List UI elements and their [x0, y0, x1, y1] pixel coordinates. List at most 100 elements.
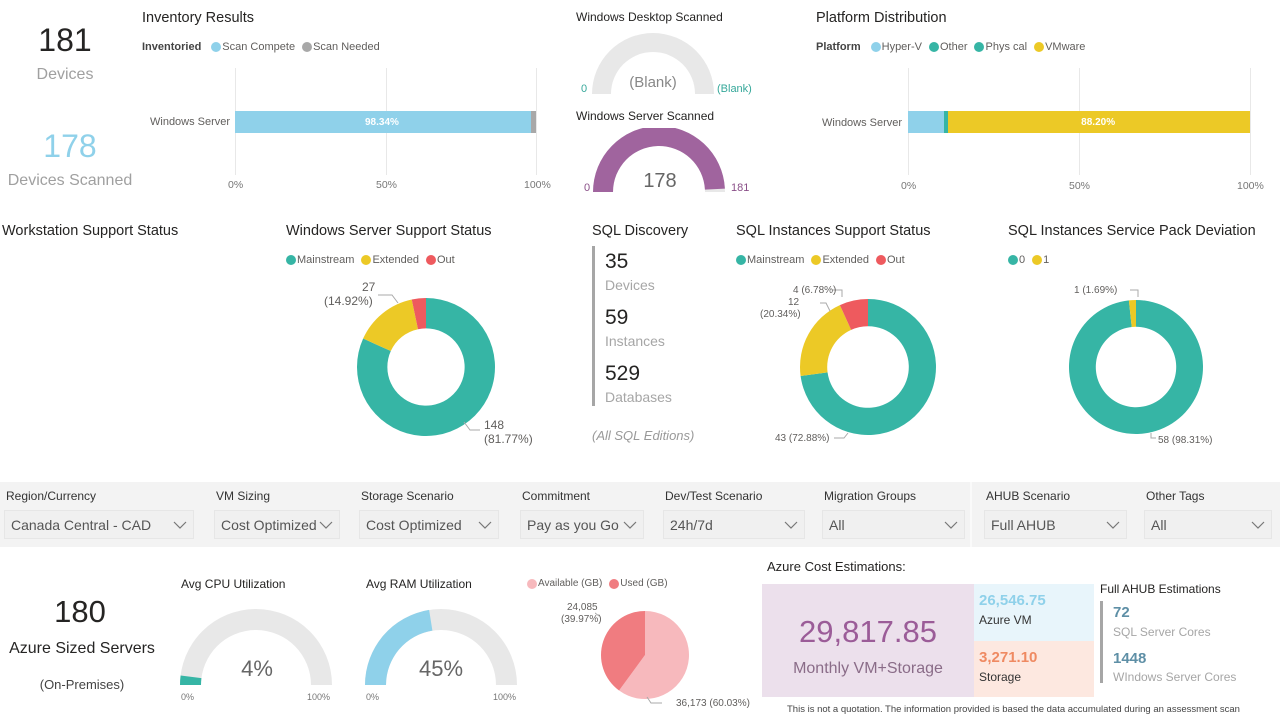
server-gauge-value: 178 — [643, 170, 677, 192]
slice-out[interactable] — [411, 298, 426, 330]
slice-available-gb-[interactable] — [619, 611, 689, 699]
bar-segment-phys-cal[interactable] — [946, 111, 949, 133]
legend-dot-icon — [1008, 255, 1018, 265]
platform-title: Platform Distribution — [816, 10, 947, 26]
bar-segment-scan-compete[interactable] — [235, 111, 531, 133]
filter-dropdown[interactable]: All — [822, 510, 965, 539]
legend-item[interactable]: Mainstream — [736, 254, 804, 266]
data-label: 4 (6.78%) — [793, 285, 837, 296]
storage-pie[interactable] — [600, 610, 690, 700]
gauge-track — [180, 609, 332, 685]
cpu-gauge — [180, 609, 332, 685]
data-label: 98.34% — [365, 117, 399, 128]
legend-item[interactable]: Phys cal — [974, 41, 1027, 53]
sql-databases-value: 529 — [605, 362, 641, 385]
sql-discovery-title: SQL Discovery — [592, 223, 689, 239]
legend-item[interactable]: Available (GB) — [527, 578, 602, 589]
server-support-title: Windows Server Support Status — [286, 223, 492, 239]
chevron-down-icon — [1251, 521, 1265, 529]
data-label: (20.34%) — [760, 309, 801, 320]
slice-extended[interactable] — [363, 299, 419, 352]
filter-dropdown[interactable]: All — [1144, 510, 1272, 539]
legend-item[interactable]: Other — [928, 41, 967, 53]
x-tick: 50% — [1069, 180, 1091, 192]
filter-label: Other Tags — [1146, 489, 1205, 503]
filter-dropdown[interactable]: Canada Central - CAD — [4, 510, 194, 539]
filter-dropdown[interactable]: Cost Optimized — [359, 510, 499, 539]
bar-segment-hyper-v[interactable] — [908, 111, 944, 133]
desktop-gauge-max: (Blank) — [717, 83, 752, 95]
leader-lines — [378, 294, 480, 431]
desktop-gauge-value: (Blank) — [629, 74, 677, 91]
storage-legend: Available (GB) Used (GB) — [527, 578, 671, 589]
devices-scanned-label: Devices Scanned — [7, 172, 133, 189]
slice-mainstream[interactable] — [357, 298, 495, 436]
legend-dot-icon — [875, 255, 886, 265]
chevron-down-icon — [478, 521, 492, 529]
server-support-donut[interactable] — [356, 296, 496, 438]
devices-scanned-count: 178 — [43, 128, 97, 164]
platform-bar[interactable]: 88.20% — [908, 111, 1250, 133]
sql-support-legend: Mainstream Extended Out — [736, 254, 908, 266]
legend-dot-icon — [609, 578, 620, 589]
cost-storage-value: 3,271.10 — [979, 649, 1038, 666]
cost-vm-card: 26,546.75 Azure VM — [974, 584, 1094, 641]
data-label: 36,173 (60.03%) — [676, 698, 750, 709]
legend-item[interactable]: Out — [875, 254, 905, 266]
leader-lines — [820, 289, 849, 439]
legend-item[interactable]: Used (GB) — [609, 578, 668, 589]
data-label: 1 (1.69%) — [1074, 285, 1118, 296]
gauge-fill — [180, 675, 202, 685]
legend-item[interactable]: VMware — [1034, 41, 1085, 53]
leader-lines — [595, 612, 662, 704]
cost-vm-value: 26,546.75 — [979, 592, 1046, 609]
filter-dropdown[interactable]: Cost Optimized — [214, 510, 340, 539]
category-label: Windows Server — [150, 116, 231, 128]
sql-support-donut[interactable] — [799, 297, 937, 437]
cost-total-label: Monthly VM+Storage — [793, 660, 943, 677]
slice-mainstream[interactable] — [800, 299, 936, 435]
platform-legend: Platform Hyper-V Other Phys cal VMware — [816, 41, 1088, 53]
legend-item[interactable]: Extended — [361, 254, 419, 266]
data-label: 12 — [788, 297, 800, 308]
filter-dropdown[interactable]: Pay as you Go — [520, 510, 644, 539]
inventory-bar[interactable]: 98.34% — [235, 111, 536, 133]
filter-dropdown[interactable]: 24h/7d — [663, 510, 805, 539]
x-tick: 0% — [228, 179, 244, 191]
sql-cores-label: SQL Server Cores — [1113, 625, 1211, 639]
legend-item[interactable]: 1 — [1032, 254, 1049, 266]
legend-dot-icon — [302, 42, 313, 52]
ram-gauge-min: 0% — [366, 692, 380, 702]
legend-item[interactable]: Out — [425, 254, 455, 266]
cost-storage-label: Storage — [979, 670, 1022, 684]
gridline — [536, 68, 537, 175]
sql-sp-donut[interactable] — [1068, 297, 1204, 437]
bar-segment-vmware[interactable] — [948, 111, 1250, 133]
data-label: (14.92%) — [324, 294, 373, 308]
cost-title: Azure Cost Estimations: — [767, 559, 906, 574]
x-tick: 100% — [1237, 180, 1264, 192]
legend-dot-icon — [425, 255, 436, 265]
legend-item[interactable]: Extended — [811, 254, 869, 266]
slice-0[interactable] — [1069, 300, 1203, 434]
legend-item[interactable]: 0 — [1008, 254, 1025, 266]
bar-segment-scan-needed[interactable] — [531, 111, 536, 133]
sql-sp-legend: 0 1 — [1008, 254, 1052, 266]
filter-dropdown[interactable]: Full AHUB — [984, 510, 1127, 539]
slice-1[interactable] — [1128, 300, 1136, 328]
data-label: 24,085 — [567, 602, 598, 613]
slice-out[interactable] — [839, 299, 868, 330]
sql-instances-label: Instances — [605, 333, 665, 349]
legend-item[interactable]: Mainstream — [286, 254, 354, 266]
data-label: 43 (72.88%) — [775, 433, 830, 444]
slice-used-gb-[interactable] — [601, 611, 645, 691]
filter-label: AHUB Scenario — [986, 489, 1071, 503]
bar-segment-other[interactable] — [943, 111, 947, 133]
legend-item[interactable]: Hyper-V — [870, 41, 922, 53]
devices-count: 181 — [38, 22, 92, 58]
slice-extended[interactable] — [800, 305, 852, 377]
legend-item[interactable]: Scan Needed — [302, 41, 380, 53]
gauge-fill — [593, 128, 725, 192]
gauge-track — [592, 33, 714, 94]
legend-item[interactable]: Scan Compete — [211, 41, 295, 53]
